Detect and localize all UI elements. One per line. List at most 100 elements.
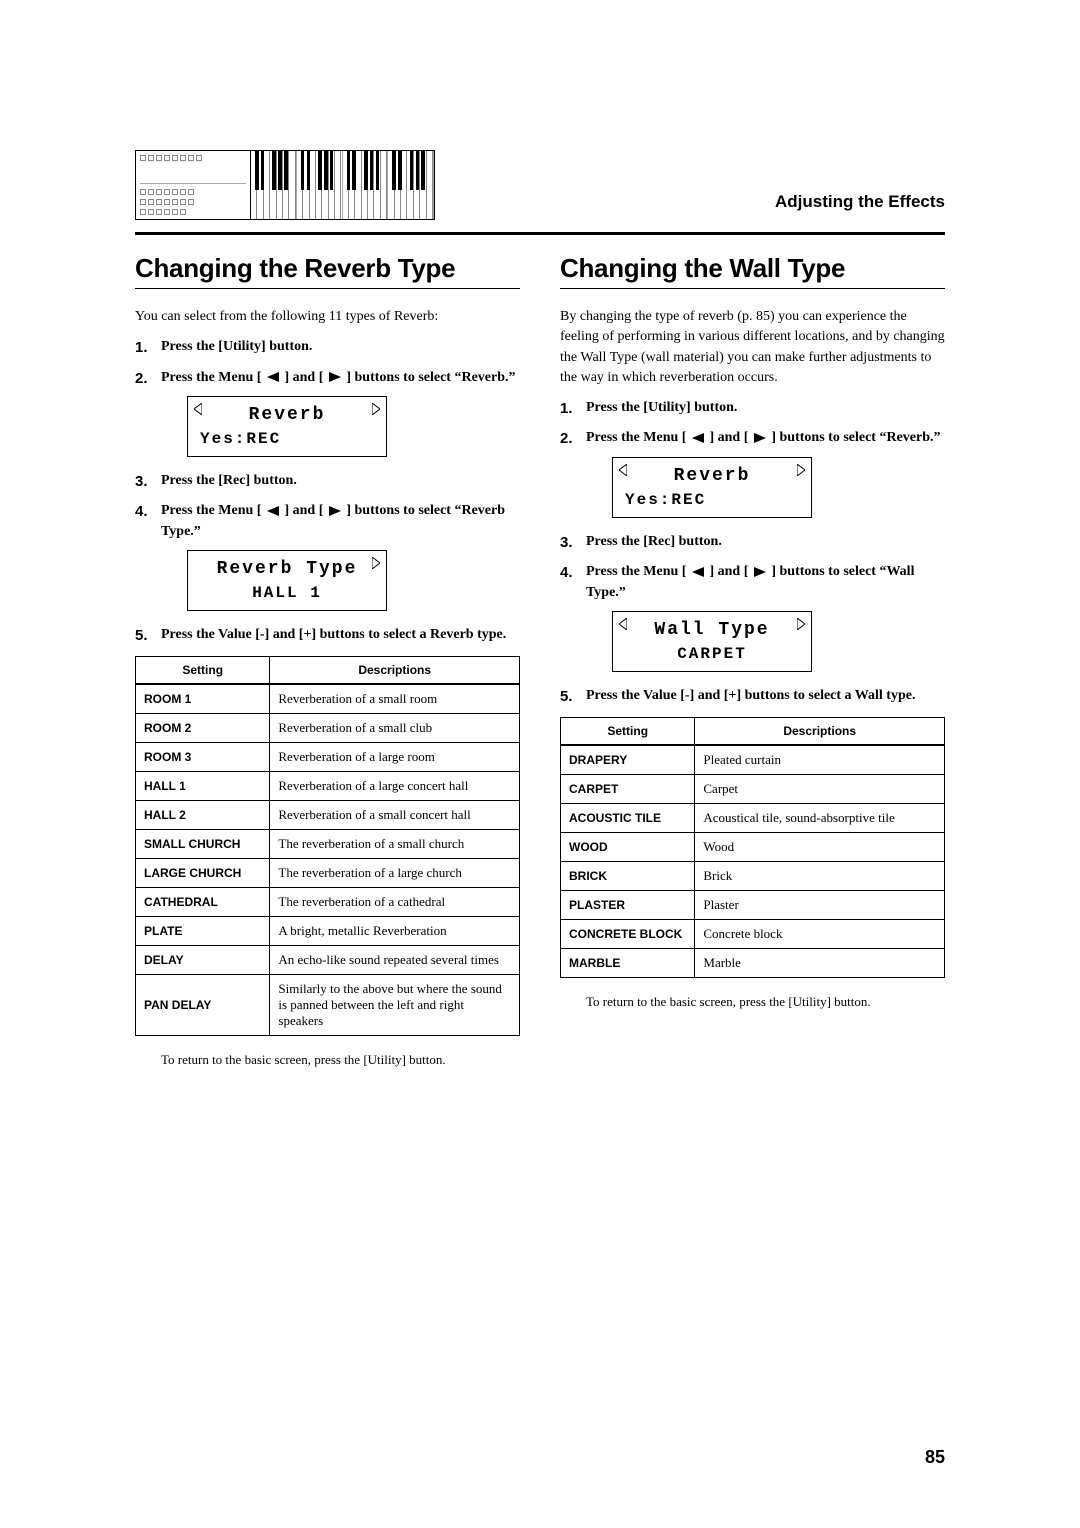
left-arrow-icon — [691, 433, 705, 443]
description-cell: Reverberation of a small room — [270, 684, 520, 714]
right-intro: By changing the type of reverb (p. 85) y… — [560, 307, 945, 388]
description-cell: Acoustical tile, sound-absorptive tile — [695, 803, 945, 832]
description-cell: Reverberation of a small concert hall — [270, 800, 520, 829]
table-row: MARBLEMarble — [561, 948, 945, 977]
left-intro: You can select from the following 11 typ… — [135, 307, 520, 327]
description-cell: Concrete block — [695, 919, 945, 948]
left-table-body: ROOM 1Reverberation of a small roomROOM … — [136, 684, 520, 1036]
lcd-line1: Wall Type — [621, 617, 803, 643]
setting-cell: ROOM 2 — [136, 713, 270, 742]
right-lcd-2: Wall Type CARPET — [612, 611, 812, 672]
description-cell: Pleated curtain — [695, 745, 945, 775]
right-lcd-1: Reverb Yes:REC — [612, 457, 812, 518]
right-title: Changing the Wall Type — [560, 253, 945, 289]
left-step-1: Press the [Utility] button. — [135, 337, 520, 357]
lcd-line1: Reverb — [196, 402, 378, 428]
left-title: Changing the Reverb Type — [135, 253, 520, 289]
right-footnote: To return to the basic screen, press the… — [560, 994, 945, 1010]
description-cell: Wood — [695, 832, 945, 861]
description-cell: Reverberation of a large room — [270, 742, 520, 771]
setting-cell: PLASTER — [561, 890, 695, 919]
right-step-5: Press the Value [-] and [+] buttons to s… — [560, 686, 945, 706]
table-row: DRAPERYPleated curtain — [561, 745, 945, 775]
table-row: CARPETCarpet — [561, 774, 945, 803]
description-cell: An echo-like sound repeated several time… — [270, 945, 520, 974]
table-row: CATHEDRALThe reverberation of a cathedra… — [136, 887, 520, 916]
right-arrow-icon — [753, 567, 767, 577]
left-lcd-2: Reverb Type HALL 1 — [187, 550, 387, 611]
setting-cell: MARBLE — [561, 948, 695, 977]
description-cell: Similarly to the above but where the sou… — [270, 974, 520, 1035]
table-head-desc: Descriptions — [270, 656, 520, 684]
left-arrow-icon — [266, 506, 280, 516]
right-step-1: Press the [Utility] button. — [560, 398, 945, 418]
table-row: ACOUSTIC TILEAcoustical tile, sound-abso… — [561, 803, 945, 832]
table-head-setting: Setting — [136, 656, 270, 684]
setting-cell: SMALL CHURCH — [136, 829, 270, 858]
table-row: LARGE CHURCHThe reverberation of a large… — [136, 858, 520, 887]
description-cell: A bright, metallic Reverberation — [270, 916, 520, 945]
description-cell: The reverberation of a small church — [270, 829, 520, 858]
table-row: ROOM 1Reverberation of a small room — [136, 684, 520, 714]
table-row: SMALL CHURCHThe reverberation of a small… — [136, 829, 520, 858]
setting-cell: PLATE — [136, 916, 270, 945]
right-step-2: Press the Menu [ ] and [ ] buttons to se… — [560, 428, 945, 518]
right-step-4: Press the Menu [ ] and [ ] buttons to se… — [560, 562, 945, 672]
description-cell: The reverberation of a large church — [270, 858, 520, 887]
lcd-line2: Yes:REC — [621, 489, 803, 512]
left-step-4: Press the Menu [ ] and [ ] buttons to se… — [135, 501, 520, 611]
page-number: 85 — [925, 1447, 945, 1468]
left-lcd-1: Reverb Yes:REC — [187, 396, 387, 457]
table-row: CONCRETE BLOCKConcrete block — [561, 919, 945, 948]
keyboard-controls-panel — [136, 151, 251, 219]
page-header: Adjusting the Effects — [135, 150, 945, 240]
table-row: PLATEA bright, metallic Reverberation — [136, 916, 520, 945]
left-settings-table: Setting Descriptions ROOM 1Reverberation… — [135, 656, 520, 1036]
description-cell: The reverberation of a cathedral — [270, 887, 520, 916]
left-steps: Press the [Utility] button. Press the Me… — [135, 337, 520, 645]
table-row: ROOM 2Reverberation of a small club — [136, 713, 520, 742]
table-row: DELAYAn echo-like sound repeated several… — [136, 945, 520, 974]
left-column: Changing the Reverb Type You can select … — [135, 253, 520, 1068]
table-row: PLASTERPlaster — [561, 890, 945, 919]
setting-cell: CONCRETE BLOCK — [561, 919, 695, 948]
setting-cell: HALL 2 — [136, 800, 270, 829]
table-row: HALL 1Reverberation of a large concert h… — [136, 771, 520, 800]
header-section-label: Adjusting the Effects — [775, 192, 945, 212]
keyboard-keys — [251, 151, 434, 219]
setting-cell: DRAPERY — [561, 745, 695, 775]
right-steps: Press the [Utility] button. Press the Me… — [560, 398, 945, 706]
setting-cell: WOOD — [561, 832, 695, 861]
setting-cell: PAN DELAY — [136, 974, 270, 1035]
table-row: BRICKBrick — [561, 861, 945, 890]
right-settings-table: Setting Descriptions DRAPERYPleated curt… — [560, 717, 945, 978]
setting-cell: LARGE CHURCH — [136, 858, 270, 887]
setting-cell: ROOM 3 — [136, 742, 270, 771]
right-arrow-icon — [328, 372, 342, 382]
left-step-5: Press the Value [-] and [+] buttons to s… — [135, 625, 520, 645]
right-arrow-icon — [753, 433, 767, 443]
keyboard-figure — [135, 150, 435, 220]
setting-cell: HALL 1 — [136, 771, 270, 800]
left-arrow-icon — [691, 567, 705, 577]
right-arrow-icon — [328, 506, 342, 516]
setting-cell: BRICK — [561, 861, 695, 890]
description-cell: Plaster — [695, 890, 945, 919]
right-column: Changing the Wall Type By changing the t… — [560, 253, 945, 1068]
description-cell: Brick — [695, 861, 945, 890]
table-head-setting: Setting — [561, 717, 695, 745]
table-head-desc: Descriptions — [695, 717, 945, 745]
left-footnote: To return to the basic screen, press the… — [135, 1052, 520, 1068]
description-cell: Marble — [695, 948, 945, 977]
setting-cell: DELAY — [136, 945, 270, 974]
setting-cell: ROOM 1 — [136, 684, 270, 714]
right-step-3: Press the [Rec] button. — [560, 532, 945, 552]
right-table-body: DRAPERYPleated curtainCARPETCarpetACOUST… — [561, 745, 945, 978]
lcd-line1: Reverb — [621, 463, 803, 489]
description-cell: Reverberation of a large concert hall — [270, 771, 520, 800]
description-cell: Reverberation of a small club — [270, 713, 520, 742]
left-step-3: Press the [Rec] button. — [135, 471, 520, 491]
lcd-line2: HALL 1 — [196, 582, 378, 605]
table-row: PAN DELAYSimilarly to the above but wher… — [136, 974, 520, 1035]
setting-cell: CARPET — [561, 774, 695, 803]
